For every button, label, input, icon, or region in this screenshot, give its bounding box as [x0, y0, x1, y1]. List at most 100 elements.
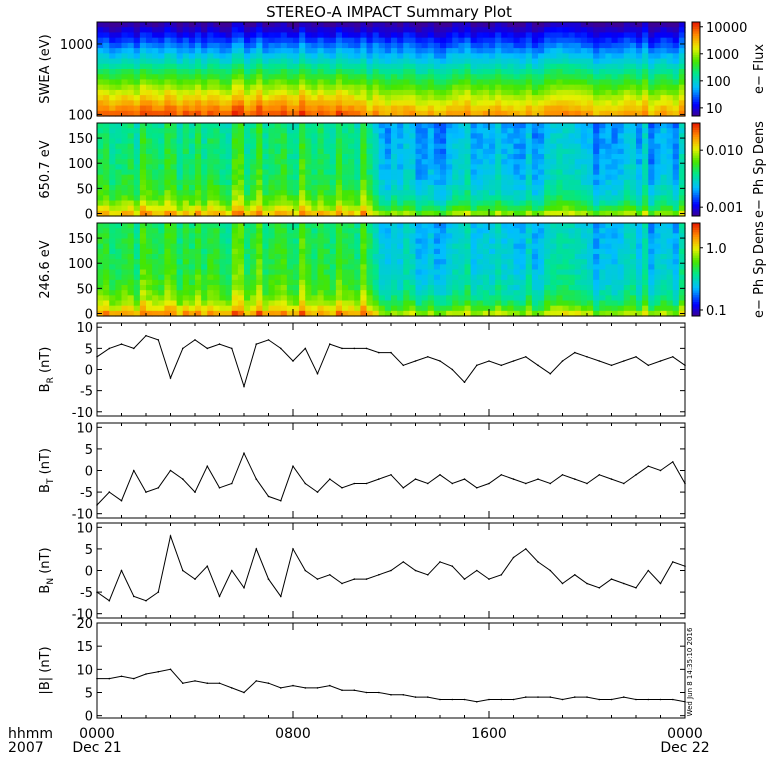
heatmap-cell	[605, 133, 613, 140]
heatmap-cell	[188, 63, 196, 70]
colorbar-swatch	[692, 73, 700, 77]
heatmap-cell	[501, 27, 508, 34]
heatmap-cell	[133, 264, 141, 271]
heatmap-cell	[268, 27, 276, 34]
heatmap-cell	[636, 63, 643, 70]
heatmap-cell	[286, 254, 294, 260]
heatmap-cell	[440, 128, 447, 134]
heatmap-cell	[550, 58, 557, 65]
heatmap-cell	[660, 32, 668, 39]
heatmap-cell	[482, 179, 490, 186]
heatmap-cell	[139, 53, 147, 60]
heatmap-cell	[121, 138, 129, 145]
heatmap-cell	[605, 123, 613, 129]
heatmap-cell	[507, 254, 515, 260]
heatmap-cell	[342, 105, 349, 112]
heatmap-cell	[213, 185, 221, 191]
heatmap-cell	[440, 22, 447, 28]
heatmap-cell	[452, 133, 459, 140]
heatmap-cell	[525, 159, 533, 165]
heatmap-cell	[391, 27, 398, 34]
heatmap-cell	[433, 53, 441, 60]
heatmap-cell	[225, 259, 233, 265]
heatmap-cell	[623, 79, 631, 86]
heatmap-cell	[489, 48, 496, 54]
heatmap-cell	[286, 290, 294, 296]
heatmap-cell	[538, 42, 545, 49]
heatmap-cell	[458, 69, 466, 75]
heatmap-cell	[427, 159, 435, 165]
heatmap-cell	[550, 174, 557, 181]
heatmap-cell	[127, 305, 135, 312]
heatmap-cell	[519, 48, 527, 54]
heatmap-cell	[115, 310, 123, 317]
heatmap-cell	[280, 42, 288, 49]
heatmap-cell	[636, 58, 643, 65]
heatmap-cell	[342, 259, 349, 265]
heatmap-cell	[568, 95, 576, 101]
heatmap-cell	[574, 110, 582, 117]
heatmap-cell	[195, 79, 202, 86]
heatmap-cell	[207, 259, 214, 265]
heatmap-cell	[397, 69, 404, 75]
heatmap-cell	[421, 285, 429, 291]
heatmap-cell	[170, 274, 178, 281]
heatmap-cell	[476, 269, 484, 276]
heatmap-cell	[268, 148, 276, 155]
heatmap-cell	[213, 105, 221, 112]
heatmap-cell	[268, 223, 276, 229]
heatmap-cell	[231, 305, 239, 312]
heatmap-cell	[121, 128, 129, 134]
heatmap-cell	[317, 27, 325, 34]
heatmap-cell	[556, 42, 564, 49]
heatmap-cell	[268, 274, 276, 281]
heatmap-cell	[501, 185, 508, 191]
y-tick-label: 50	[76, 182, 93, 197]
heatmap-cell	[250, 128, 257, 134]
heatmap-cell	[360, 128, 368, 134]
heatmap-cell	[446, 159, 453, 165]
heatmap-cell	[293, 210, 300, 217]
heatmap-cell	[103, 264, 110, 271]
heatmap-cell	[262, 42, 270, 49]
heatmap-cell	[109, 143, 116, 150]
heatmap-cell	[642, 210, 649, 217]
heatmap-cell	[176, 154, 184, 160]
heatmap-cell	[262, 69, 270, 75]
heatmap-cell	[317, 105, 325, 112]
heatmap-cell	[213, 53, 221, 60]
heatmap-cell	[415, 159, 423, 165]
heatmap-cell	[170, 310, 178, 317]
heatmap-cell	[458, 154, 466, 160]
heatmap-cell	[446, 133, 453, 140]
heatmap-cell	[391, 205, 398, 212]
heatmap-cell	[133, 138, 141, 145]
colorbar-swatch	[692, 45, 700, 49]
heatmap-cell	[311, 264, 319, 271]
heatmap-cell	[415, 95, 423, 101]
heatmap-cell	[666, 210, 674, 217]
heatmap-cell	[415, 200, 423, 207]
heatmap-cell	[403, 174, 410, 181]
heatmap-cell	[550, 79, 557, 86]
heatmap-cell	[121, 238, 129, 245]
heatmap-cell	[427, 164, 435, 171]
heatmap-cell	[268, 238, 276, 245]
heatmap-cell	[531, 254, 539, 260]
heatmap-cell	[103, 200, 110, 207]
heatmap-cell	[133, 279, 141, 286]
heatmap-cell	[672, 179, 680, 186]
heatmap-cell	[225, 148, 233, 155]
heatmap-cell	[587, 195, 594, 202]
heatmap-cell	[360, 179, 368, 186]
heatmap-cell	[538, 264, 545, 271]
heatmap-cell	[440, 300, 447, 307]
heatmap-cell	[556, 53, 564, 60]
heatmap-cell	[268, 210, 276, 217]
heatmap-cell	[97, 243, 104, 250]
heatmap-cell	[415, 138, 423, 145]
heatmap-cell	[470, 53, 478, 60]
heatmap-cell	[482, 233, 490, 240]
heatmap-cell	[519, 205, 527, 212]
heatmap-cell	[403, 42, 410, 49]
